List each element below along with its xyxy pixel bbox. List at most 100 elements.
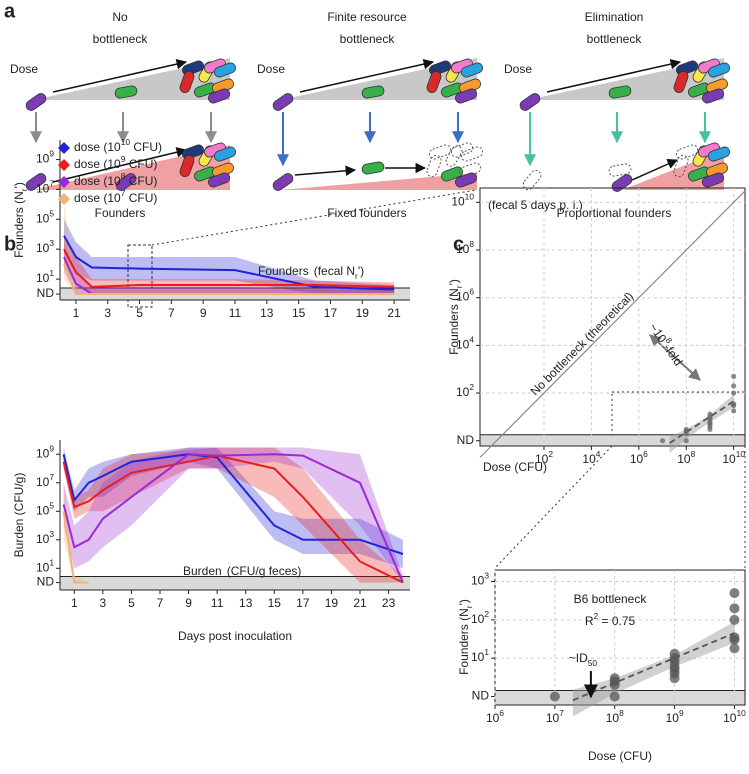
x-tick-label: 11 [211, 596, 224, 610]
growth-arrow [294, 165, 357, 177]
r-squared: R2 = 0.75 [585, 611, 636, 628]
bacterium [426, 154, 442, 178]
bacterium [114, 85, 138, 99]
text-part: 10 [456, 385, 470, 399]
y-axis-label: Founders (Nr') [447, 279, 464, 355]
bacterium [272, 93, 294, 111]
bacterium [522, 169, 542, 191]
bacterium [179, 154, 195, 178]
fold-arrow [649, 334, 701, 381]
x-tick-label: 5 [136, 306, 143, 320]
bacterium [115, 173, 137, 191]
data-point [731, 373, 737, 379]
data-point [729, 603, 740, 614]
text-part: 10 [36, 503, 50, 517]
bacterium [454, 88, 478, 104]
text-part: 10 [36, 560, 50, 574]
x-tick-label: 7 [168, 306, 175, 320]
data-point [731, 390, 737, 396]
text-part: ') [447, 279, 461, 285]
bacterium [272, 173, 294, 191]
x-tick-label: 102 [535, 449, 553, 466]
text-part: 7 [121, 188, 126, 198]
text-part: 50 [588, 658, 598, 668]
panel-label: c [453, 233, 464, 255]
x-tick-label: 19 [325, 596, 339, 610]
text-part: 10 [456, 290, 470, 304]
confidence-band [63, 447, 403, 583]
y-tick-label: ND [37, 286, 55, 300]
text-part: 10 [535, 452, 549, 466]
x-tick-label: 1 [73, 306, 80, 320]
text-part: 10 [666, 711, 680, 725]
legend-label: dose (1010 CFU) [74, 137, 162, 154]
text-part: 8 [663, 336, 674, 346]
founder-wedge [280, 173, 477, 190]
x-axis-label: Days post inoculation [178, 629, 292, 643]
text-part: = 0.75 [598, 614, 635, 628]
text-part: r [454, 285, 464, 288]
text-part: 2 [593, 611, 598, 621]
bacterium [460, 62, 484, 78]
x-axis-label: Dose (CFU) [588, 749, 652, 763]
bacterium [608, 163, 632, 177]
series-line [62, 511, 89, 584]
annotation-detail: (CFU/g feces) [227, 564, 302, 578]
text-part: 8 [619, 708, 624, 718]
schematic-caption: Fixed founders [327, 206, 406, 220]
text-part: 10 [677, 452, 691, 466]
bacterium [179, 70, 195, 94]
text-part: r [19, 188, 29, 191]
legend-label: dose (107 CFU) [74, 188, 157, 205]
schematic-title: No [112, 10, 128, 24]
bacterium [445, 145, 463, 167]
x-tick-label: 106 [486, 708, 504, 725]
y-tick-label: 109 [36, 443, 54, 460]
x-tick-label: 106 [630, 449, 648, 466]
legend-label: dose (109 CFU) [74, 154, 157, 171]
y-tick-label: 103 [36, 529, 54, 546]
series-line [63, 235, 395, 291]
text-part: 6 [643, 449, 648, 459]
bacterium [207, 172, 231, 188]
data-point [549, 691, 560, 702]
x-tick-label: 13 [260, 306, 274, 320]
bacterium [25, 93, 47, 111]
fit-line [572, 632, 735, 702]
data-point [731, 408, 737, 414]
bacterium [701, 88, 725, 104]
growth-arrow [52, 58, 188, 93]
bacterium [361, 161, 385, 175]
text-part: 10 [606, 711, 620, 725]
text-part: 10 [723, 711, 737, 725]
plot-frame [479, 187, 746, 447]
text-part: 3 [49, 529, 54, 539]
x-tick-label: 23 [382, 596, 396, 610]
text-part: 10 [471, 574, 485, 588]
text-part: 9 [49, 443, 54, 453]
dose-label: Dose [504, 62, 532, 76]
x-tick-label: 17 [324, 306, 338, 320]
schematic-title: bottleneck [340, 32, 396, 46]
text-part: dose (10 [74, 140, 121, 154]
text-part: CFU) [130, 140, 162, 154]
x-tick-label: 1010 [722, 449, 745, 466]
data-point [609, 691, 620, 702]
identity-line [479, 190, 746, 458]
y-tick-label: 106 [456, 287, 474, 304]
growth-arrow [631, 159, 678, 181]
bacterium [460, 146, 484, 162]
data-point [729, 643, 740, 654]
bacterium [426, 70, 442, 94]
x-tick-label: 19 [356, 306, 370, 320]
confidence-band [64, 242, 395, 294]
data-point [707, 411, 713, 417]
bacterium [707, 146, 731, 162]
text-part: (fecal N [314, 264, 355, 278]
text-part: 3 [49, 238, 54, 248]
nd-band [480, 434, 745, 446]
legend-marker [58, 176, 70, 188]
growth-arrow [52, 147, 188, 183]
text-part: dose (10 [74, 191, 121, 205]
x-tick-label: 107 [546, 708, 564, 725]
